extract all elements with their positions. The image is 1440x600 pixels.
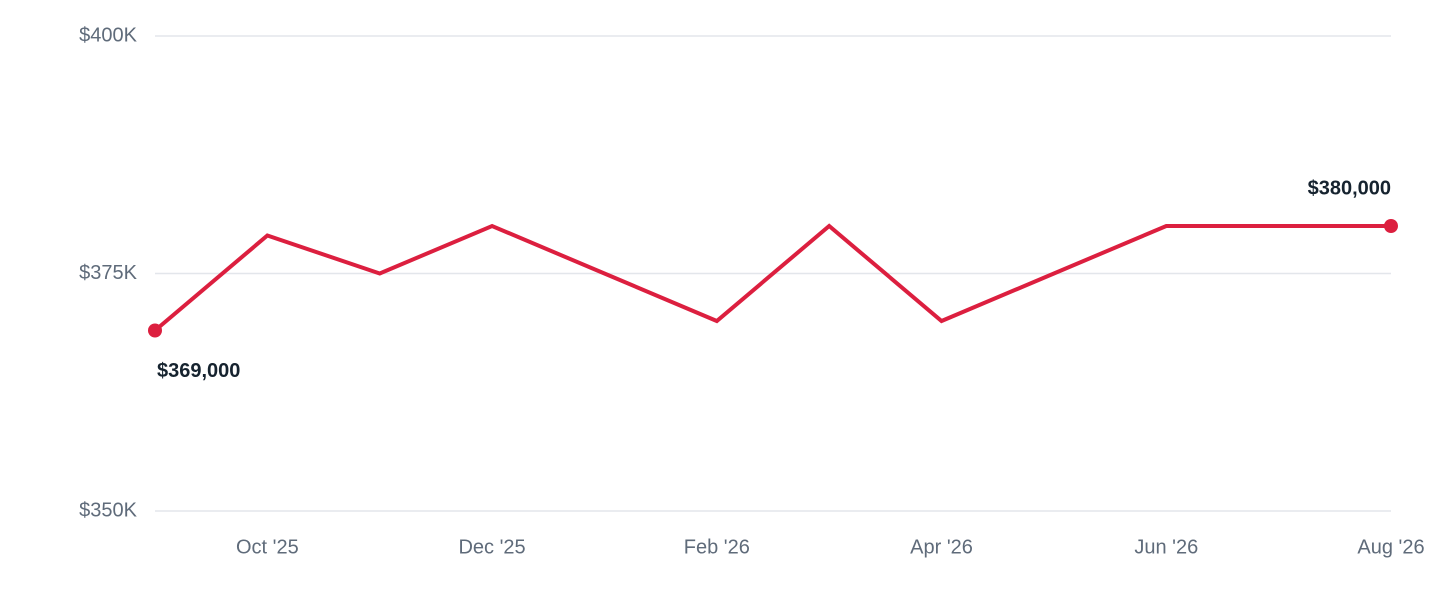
x-tick-label: Jun '26: [1134, 536, 1198, 558]
value-label: $380,000: [1308, 177, 1391, 199]
x-tick-label: Apr '26: [910, 536, 973, 558]
value-label: $369,000: [157, 360, 240, 382]
y-tick-label: $400K: [79, 24, 137, 46]
x-tick-label: Oct '25: [236, 536, 299, 558]
point: [148, 323, 162, 338]
x-tick-label: Feb '26: [684, 536, 750, 558]
y-tick-label: $350K: [79, 499, 137, 521]
line: [153, 223, 1391, 333]
x-tick-label: Dec '25: [458, 536, 525, 558]
x-tick-label: Aug '26: [1357, 536, 1424, 558]
y-tick-label: $375K: [79, 262, 137, 284]
point: [1384, 219, 1398, 233]
